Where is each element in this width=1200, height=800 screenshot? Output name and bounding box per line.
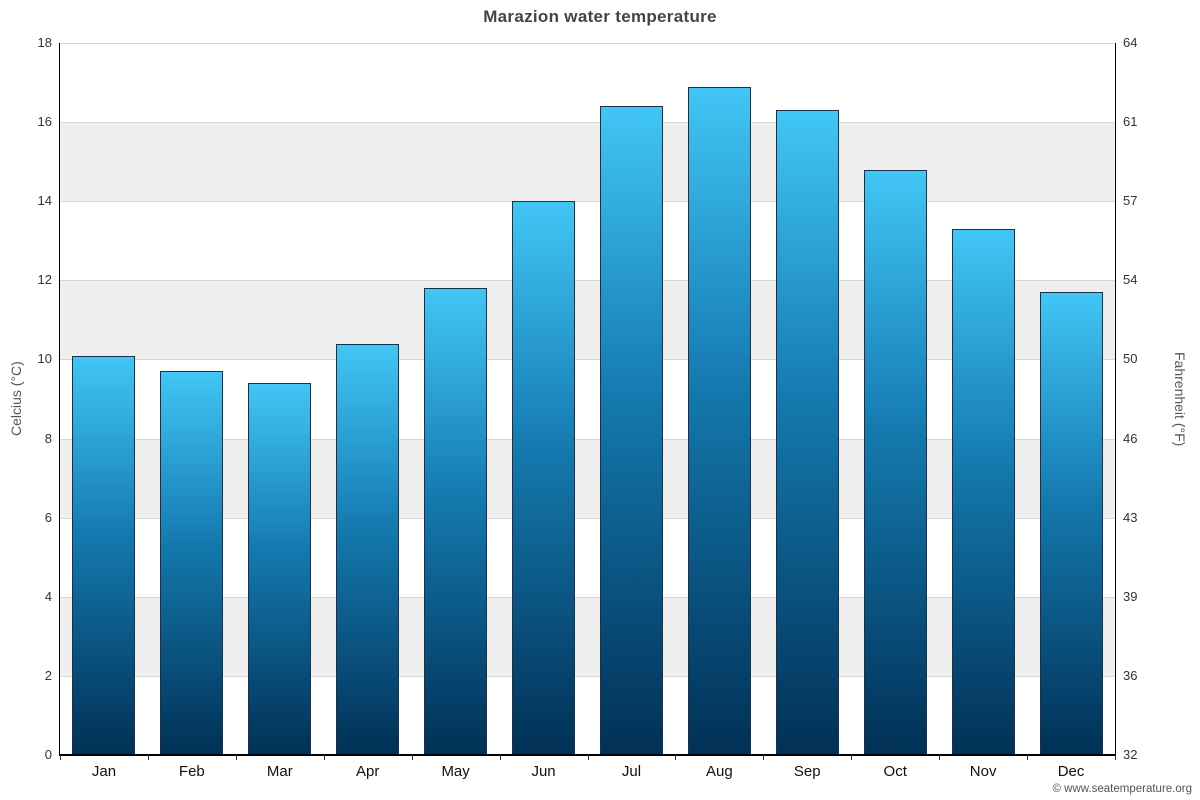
gridline — [60, 438, 1115, 440]
x-axis-tick-mark — [1115, 755, 1116, 760]
y-tick-label-fahrenheit: 43 — [1123, 509, 1138, 525]
chart-title: Marazion water temperature — [483, 7, 717, 26]
x-tick-label: Mar — [266, 763, 293, 780]
x-tick-label: Jul — [621, 763, 642, 780]
x-tick-label: Jun — [531, 763, 556, 780]
grid-band — [60, 122, 1115, 202]
y-tick-label-celsius: 6 — [44, 509, 52, 525]
y-tick-label-fahrenheit: 46 — [1123, 430, 1138, 446]
grid-band — [60, 43, 1115, 123]
y-axis-label-celsius: Celcius (°C) — [8, 361, 24, 437]
grid-band — [60, 280, 1115, 360]
bar-may — [424, 288, 488, 755]
gridline — [60, 280, 1115, 282]
credit-text: © www.seatemperature.org — [1052, 783, 1192, 795]
x-axis-tick-mark — [939, 755, 941, 760]
x-axis-tick-mark — [235, 755, 237, 760]
x-tick-label: Feb — [178, 763, 205, 780]
gridline — [60, 122, 1115, 124]
x-axis-tick-mark — [675, 755, 677, 760]
y-tick-label-fahrenheit: 64 — [1123, 35, 1138, 50]
y-tick-label-fahrenheit: 39 — [1123, 588, 1138, 604]
bar-nov — [951, 228, 1015, 755]
x-tick-label: Aug — [706, 763, 733, 780]
bar-feb — [160, 371, 224, 755]
x-tick-label: Apr — [356, 763, 380, 780]
gridline — [60, 675, 1115, 677]
x-axis-tick-mark — [587, 755, 589, 760]
bar-jul — [599, 106, 663, 755]
y-tick-label-celsius: 18 — [37, 35, 52, 50]
bar-mar — [248, 383, 312, 755]
y-tick-label-fahrenheit: 61 — [1123, 114, 1138, 130]
x-tick-label: Oct — [883, 763, 907, 780]
y-tick-label-fahrenheit: 54 — [1123, 272, 1138, 288]
y-tick-label-celsius: 8 — [44, 430, 52, 446]
x-axis-tick-mark — [60, 755, 61, 760]
y-tick-label-celsius: 0 — [44, 747, 52, 762]
gridline — [60, 596, 1115, 598]
grid-band — [60, 596, 1115, 676]
y-axis-line-left — [59, 43, 60, 755]
x-axis-tick-mark — [499, 755, 501, 760]
y-tick-label-celsius: 14 — [37, 193, 52, 209]
bar-jan — [72, 355, 136, 755]
x-tick-label: Dec — [1057, 763, 1085, 780]
x-axis-tick-mark — [763, 755, 765, 760]
y-tick-label-fahrenheit: 32 — [1123, 747, 1138, 762]
x-tick-label: May — [441, 763, 470, 780]
grid-band — [60, 359, 1115, 439]
x-axis-tick-mark — [851, 755, 853, 760]
bar-apr — [336, 343, 400, 755]
y-tick-label-celsius: 4 — [44, 588, 52, 604]
gridline — [60, 359, 1115, 361]
y-axis-label-fahrenheit: Fahrenheit (°F) — [1172, 351, 1188, 447]
grid-band — [60, 438, 1115, 518]
x-axis-tick-mark — [323, 755, 325, 760]
x-tick-label: Sep — [793, 763, 821, 780]
gridline — [60, 43, 1115, 44]
bar-sep — [775, 110, 839, 755]
bar-oct — [863, 169, 927, 755]
y-tick-label-celsius: 2 — [44, 667, 52, 683]
grid-band — [60, 517, 1115, 597]
gridline — [60, 201, 1115, 203]
x-axis-tick-mark — [411, 755, 413, 760]
grid-band — [60, 201, 1115, 281]
bar-jun — [512, 201, 576, 755]
y-tick-label-celsius: 12 — [37, 272, 52, 288]
y-tick-label-celsius: 16 — [37, 114, 52, 130]
y-tick-label-fahrenheit: 50 — [1123, 351, 1138, 367]
gridline — [60, 517, 1115, 519]
y-axis-line-right — [1115, 43, 1116, 755]
bar-aug — [687, 86, 751, 755]
bar-dec — [1039, 292, 1103, 755]
x-axis-tick-mark — [147, 755, 149, 760]
y-tick-label-fahrenheit: 57 — [1123, 193, 1138, 209]
x-axis-tick-mark — [1027, 755, 1029, 760]
x-tick-label: Nov — [969, 763, 997, 780]
grid-band — [60, 675, 1115, 755]
y-tick-label-fahrenheit: 36 — [1123, 667, 1138, 683]
y-tick-label-celsius: 10 — [37, 351, 52, 367]
x-tick-label: Jan — [91, 763, 117, 780]
plot-area — [60, 43, 1115, 755]
